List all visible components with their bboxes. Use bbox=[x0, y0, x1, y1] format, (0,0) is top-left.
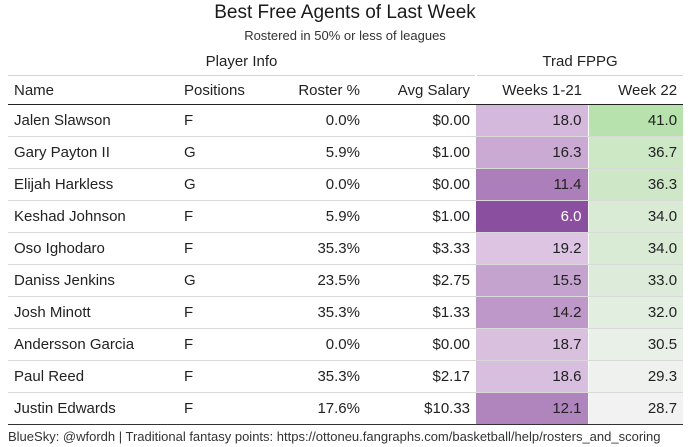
cell-salary: $2.17 bbox=[366, 360, 477, 393]
cell-salary: $1.00 bbox=[366, 200, 477, 233]
table-row: Gary Payton II G 5.9% $1.00 16.3 36.7 bbox=[8, 136, 684, 169]
cell-roster: 35.3% bbox=[276, 296, 366, 329]
cell-weeks: 18.0 bbox=[476, 104, 589, 137]
cell-salary: $1.00 bbox=[366, 136, 477, 169]
column-header-salary: Avg Salary bbox=[366, 75, 477, 105]
cell-name: Gary Payton II bbox=[8, 136, 178, 169]
cell-name: Justin Edwards bbox=[8, 392, 178, 425]
cell-roster: 5.9% bbox=[276, 136, 366, 169]
column-header-week22: Week 22 bbox=[588, 75, 684, 105]
cell-positions: G bbox=[178, 136, 276, 169]
cell-roster: 17.6% bbox=[276, 392, 366, 425]
cell-salary: $0.00 bbox=[366, 168, 477, 201]
cell-week22: 29.3 bbox=[587, 360, 684, 393]
column-header-roster: Roster % bbox=[276, 75, 366, 105]
cell-week22: 34.0 bbox=[587, 232, 684, 265]
cell-positions: F bbox=[178, 328, 276, 361]
cell-name: Keshad Johnson bbox=[8, 200, 178, 233]
cell-positions: F bbox=[178, 392, 276, 425]
cell-week22: 34.0 bbox=[587, 200, 684, 233]
cell-weeks: 11.4 bbox=[476, 168, 589, 201]
cell-week22: 36.7 bbox=[587, 136, 684, 169]
cell-salary: $3.33 bbox=[366, 232, 477, 265]
cell-roster: 35.3% bbox=[276, 360, 366, 393]
chart-subtitle: Rostered in 50% or less of leagues bbox=[244, 28, 446, 43]
free-agents-table: Player Info Trad FPPG Name Positions Ros… bbox=[8, 47, 684, 425]
cell-week22: 33.0 bbox=[587, 264, 684, 297]
cell-roster: 5.9% bbox=[276, 200, 366, 233]
cell-weeks: 18.7 bbox=[476, 328, 589, 361]
table-row: Justin Edwards F 17.6% $10.33 12.1 28.7 bbox=[8, 392, 684, 425]
cell-roster: 0.0% bbox=[276, 104, 366, 137]
column-header-row: Name Positions Roster % Avg Salary Weeks… bbox=[8, 75, 684, 105]
cell-week22: 32.0 bbox=[587, 296, 684, 329]
cell-weeks: 19.2 bbox=[476, 232, 589, 265]
table-body: Jalen Slawson F 0.0% $0.00 18.0 41.0 Gary Payt… bbox=[8, 104, 684, 425]
cell-salary: $1.33 bbox=[366, 296, 477, 329]
cell-positions: F bbox=[178, 360, 276, 393]
group-header-player-info: Player Info bbox=[8, 47, 477, 76]
cell-week22: 30.5 bbox=[587, 328, 684, 361]
cell-name: Jalen Slawson bbox=[8, 104, 178, 137]
cell-positions: F bbox=[178, 104, 276, 137]
cell-positions: G bbox=[178, 264, 276, 297]
table-row: Josh Minott F 35.3% $1.33 14.2 32.0 bbox=[8, 296, 684, 329]
cell-weeks: 16.3 bbox=[476, 136, 589, 169]
cell-salary: $10.33 bbox=[366, 392, 477, 425]
cell-positions: F bbox=[178, 232, 276, 265]
column-header-positions: Positions bbox=[178, 75, 276, 105]
group-header-trad-fppg: Trad FPPG bbox=[475, 47, 684, 76]
cell-positions: F bbox=[178, 200, 276, 233]
cell-roster: 0.0% bbox=[276, 328, 366, 361]
cell-weeks: 14.2 bbox=[476, 296, 589, 329]
table-row: Elijah Harkless G 0.0% $0.00 11.4 36.3 bbox=[8, 168, 684, 201]
table-row: Oso Ighodaro F 35.3% $3.33 19.2 34.0 bbox=[8, 232, 684, 265]
cell-weeks: 12.1 bbox=[476, 392, 589, 425]
cell-week22: 28.7 bbox=[587, 392, 684, 425]
cell-roster: 0.0% bbox=[276, 168, 366, 201]
cell-positions: G bbox=[178, 168, 276, 201]
cell-weeks: 6.0 bbox=[476, 200, 589, 233]
cell-salary: $0.00 bbox=[366, 328, 477, 361]
cell-salary: $2.75 bbox=[366, 264, 477, 297]
cell-name: Josh Minott bbox=[8, 296, 178, 329]
column-group-row: Player Info Trad FPPG bbox=[8, 47, 684, 76]
cell-salary: $0.00 bbox=[366, 104, 477, 137]
chart-footer: BlueSky: @wfordh | Traditional fantasy p… bbox=[8, 429, 661, 444]
cell-positions: F bbox=[178, 296, 276, 329]
chart-title: Best Free Agents of Last Week bbox=[214, 2, 476, 23]
table-row: Keshad Johnson F 5.9% $1.00 6.0 34.0 bbox=[8, 200, 684, 233]
table-row: Paul Reed F 35.3% $2.17 18.6 29.3 bbox=[8, 360, 684, 393]
cell-weeks: 18.6 bbox=[476, 360, 589, 393]
cell-week22: 41.0 bbox=[587, 104, 684, 137]
cell-roster: 35.3% bbox=[276, 232, 366, 265]
cell-name: Daniss Jenkins bbox=[8, 264, 178, 297]
column-header-weeks: Weeks 1-21 bbox=[476, 75, 589, 105]
table-row: Daniss Jenkins G 23.5% $2.75 15.5 33.0 bbox=[8, 264, 684, 297]
cell-name: Andersson Garcia bbox=[8, 328, 178, 361]
cell-name: Oso Ighodaro bbox=[8, 232, 178, 265]
cell-name: Paul Reed bbox=[8, 360, 178, 393]
cell-name: Elijah Harkless bbox=[8, 168, 178, 201]
cell-week22: 36.3 bbox=[587, 168, 684, 201]
table-row: Jalen Slawson F 0.0% $0.00 18.0 41.0 bbox=[8, 104, 684, 137]
cell-weeks: 15.5 bbox=[476, 264, 589, 297]
table-row: Andersson Garcia F 0.0% $0.00 18.7 30.5 bbox=[8, 328, 684, 361]
cell-roster: 23.5% bbox=[276, 264, 366, 297]
column-header-name: Name bbox=[8, 75, 178, 105]
